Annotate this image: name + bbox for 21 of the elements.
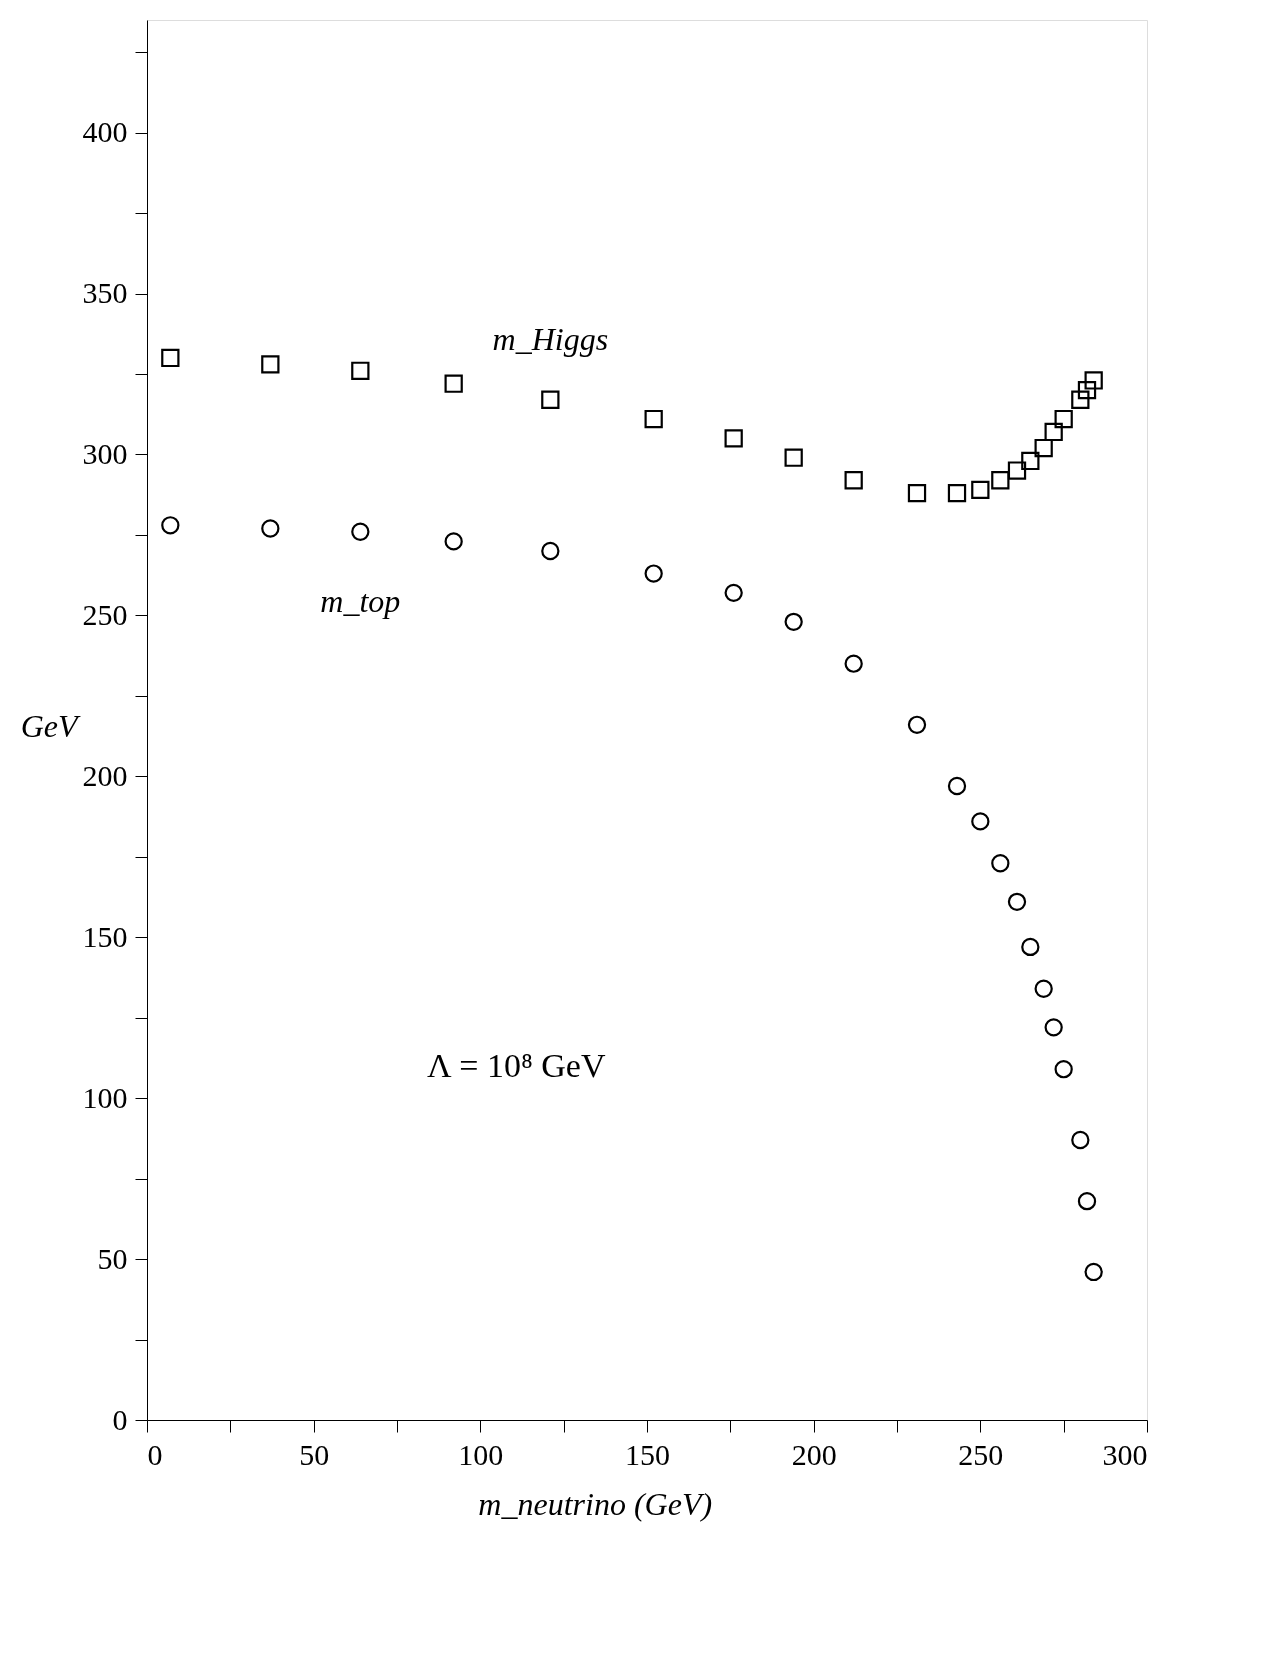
y-tick-label: 300 bbox=[82, 436, 128, 470]
y-tick-label: 0 bbox=[112, 1402, 128, 1436]
annotation: Λ = 10⁸ GeV bbox=[427, 1047, 606, 1084]
y-tick-label: 250 bbox=[82, 597, 128, 631]
x-tick-label: 0 bbox=[147, 1437, 163, 1471]
x-tick-label: 50 bbox=[299, 1437, 330, 1471]
x-tick-label: 250 bbox=[958, 1437, 1004, 1471]
y-tick-label: 400 bbox=[82, 115, 128, 149]
x-tick-label: 150 bbox=[625, 1437, 670, 1471]
x-tick-label: 200 bbox=[791, 1437, 837, 1471]
y-tick-label: 350 bbox=[82, 276, 128, 310]
series-label: m_Higgs bbox=[492, 320, 609, 357]
x-tick-label: 100 bbox=[458, 1437, 504, 1471]
series-label: m_top bbox=[320, 582, 401, 619]
x-tick-label: 300 bbox=[1102, 1437, 1148, 1471]
y-tick-label: 150 bbox=[82, 919, 128, 953]
y-tick-label: 200 bbox=[82, 758, 128, 792]
y-tick-label: 100 bbox=[82, 1080, 128, 1114]
x-axis-title: m_neutrino (GeV) bbox=[478, 1486, 713, 1522]
y-tick-label: 50 bbox=[97, 1241, 128, 1275]
y-axis-title: GeV bbox=[20, 707, 81, 744]
